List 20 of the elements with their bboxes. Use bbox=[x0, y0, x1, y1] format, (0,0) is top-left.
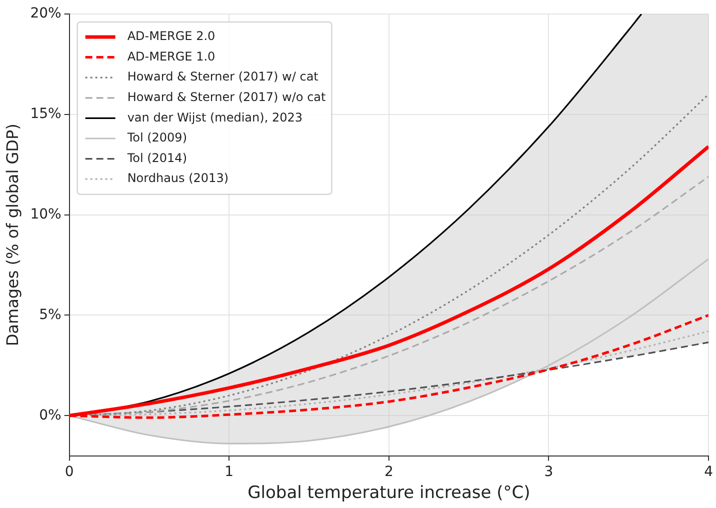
legend-label: Tol (2014) bbox=[126, 150, 188, 165]
y-tick-label: 0% bbox=[39, 407, 62, 424]
legend-label: van der Wijst (median), 2023 bbox=[127, 110, 303, 124]
y-axis-title: Damages (% of global GDP) bbox=[2, 124, 22, 346]
x-tick-label: 3 bbox=[544, 464, 554, 480]
x-tick-label: 4 bbox=[704, 464, 714, 480]
x-axis-title: Global temperature increase (°C) bbox=[248, 483, 530, 504]
y-tick-label: 20% bbox=[30, 6, 62, 22]
legend-label: Howard & Sterner (2017) w/ cat bbox=[127, 70, 319, 84]
x-tick-label: 1 bbox=[224, 464, 234, 480]
y-tick-label: 10% bbox=[30, 206, 62, 222]
legend-label: Howard & Sterner (2017) w/o cat bbox=[127, 90, 326, 104]
legend-label: Nordhaus (2013) bbox=[127, 171, 229, 186]
y-tick-label: 15% bbox=[30, 106, 62, 122]
legend-label: AD-MERGE 2.0 bbox=[127, 29, 216, 44]
x-tick-label: 0 bbox=[64, 464, 74, 480]
x-tick-label: 2 bbox=[384, 464, 394, 480]
legend-label: AD-MERGE 1.0 bbox=[127, 49, 216, 64]
y-tick-label: 5% bbox=[39, 306, 62, 323]
legend-label: Tol (2009) bbox=[126, 130, 188, 145]
